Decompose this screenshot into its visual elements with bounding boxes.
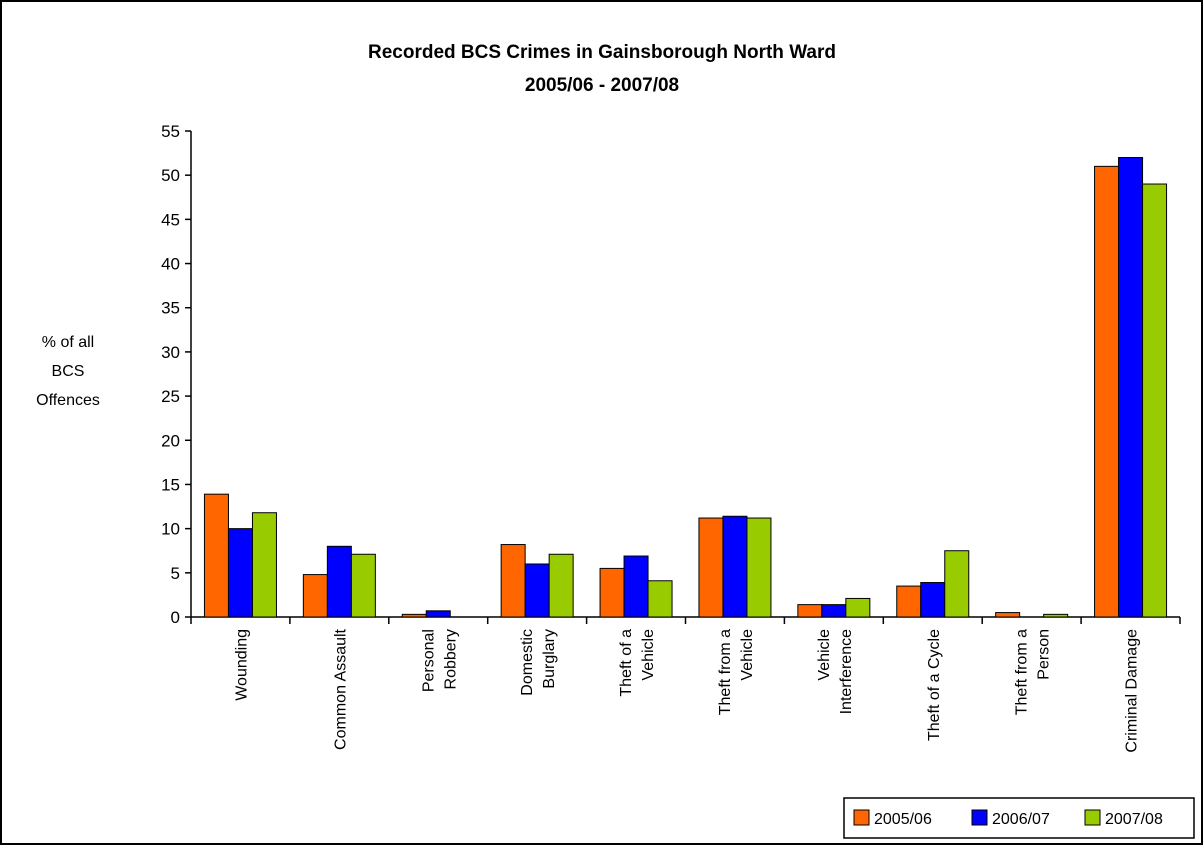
bar-2007-08	[845, 597, 871, 618]
x-category-label-line: Criminal Damage	[1124, 629, 1141, 753]
x-category-label-line: Domestic	[519, 629, 536, 696]
y-tick-label: 45	[161, 210, 180, 229]
x-category-label-line: Person	[1036, 629, 1053, 680]
bar-2007-08	[1043, 613, 1069, 618]
y-tick-label: 30	[161, 343, 180, 362]
x-category-label-line: Personal	[420, 629, 437, 692]
x-category-label-line: Theft from a	[717, 629, 734, 715]
legend-swatch-2007-08	[1084, 809, 1101, 826]
chart-title-line-1: Recorded BCS Crimes in Gainsborough Nort…	[368, 42, 836, 63]
y-axis-title-line: BCS	[52, 363, 85, 380]
x-category-label: Vehicle Interference	[816, 629, 855, 714]
bar-2007-08	[548, 553, 574, 618]
x-category-label-line: Theft of a Cycle	[926, 629, 943, 741]
legend-swatch-2005-06	[853, 809, 870, 826]
y-tick-label: 25	[161, 387, 180, 406]
x-category-label: Common Assault	[332, 628, 349, 749]
bar-2007-08	[251, 512, 277, 618]
legend-swatch-2006-07	[971, 809, 988, 826]
bar-2006-07	[623, 555, 649, 618]
bar-2005-06	[896, 585, 922, 618]
y-tick-label: 0	[171, 608, 180, 627]
bar-2006-07	[524, 563, 550, 618]
bar-2006-07	[1118, 157, 1144, 618]
bar-2005-06	[995, 612, 1021, 618]
y-axis-title-line: % of all	[42, 334, 94, 351]
x-category-label: Theft of a Vehicle	[618, 629, 657, 697]
legend: 2005/06 2006/07 2007/08	[843, 797, 1195, 839]
y-tick-label: 20	[161, 431, 180, 450]
x-category-label-line: Theft of a	[618, 629, 635, 697]
legend-label: 2007/08	[1105, 811, 1163, 828]
x-category-label: Domestic Burglary	[519, 629, 558, 696]
bar-2007-08	[746, 517, 772, 618]
bar-2007-08	[944, 550, 970, 618]
plot-area: 0 5 10 15 20 25 30 35 40 45 50 55 Wounding Common Ass…	[161, 122, 1181, 753]
bar-2007-08	[647, 580, 673, 618]
bar-2006-07	[821, 604, 847, 618]
y-tick-label: 5	[171, 564, 180, 583]
x-category-label-line: Vehicle	[816, 629, 833, 681]
x-category-label: Theft of a Cycle	[926, 629, 943, 741]
x-category-label-line: Robbery	[442, 629, 459, 689]
chart-title-line-2: 2005/06 - 2007/08	[525, 75, 679, 96]
y-tick-label: 55	[161, 122, 180, 141]
x-category-label-line: Wounding	[233, 629, 250, 701]
x-category-label-line: Vehicle	[640, 629, 657, 681]
y-tick-label: 40	[161, 255, 180, 274]
bar-2006-07	[920, 582, 946, 618]
x-category-label-line: Interference	[838, 629, 855, 714]
x-category-label-line: Burglary	[541, 629, 558, 689]
y-tick-label: 50	[161, 166, 180, 185]
y-tick-label: 10	[161, 520, 180, 539]
bar-2005-06	[1094, 165, 1120, 618]
bar-2005-06	[698, 517, 724, 618]
bar-2006-07	[425, 610, 451, 618]
bar-2005-06	[797, 604, 823, 618]
bar-2006-07	[326, 545, 352, 618]
y-axis-title: % of all BCS Offences	[36, 334, 100, 409]
x-category-label-line: Common Assault	[332, 628, 349, 749]
x-category-label: Theft from a Vehicle	[717, 629, 756, 715]
legend-label: 2005/06	[874, 811, 932, 828]
x-category-label-line: Theft from a	[1014, 629, 1031, 715]
legend-label: 2006/07	[992, 811, 1050, 828]
x-category-label-line: Vehicle	[739, 629, 756, 681]
bar-2005-06	[302, 574, 328, 618]
bar-2006-07	[722, 515, 748, 618]
x-category-label: Personal Robbery	[420, 629, 459, 692]
bar-2006-07	[227, 528, 253, 618]
y-tick-label: 35	[161, 299, 180, 318]
bar-2007-08	[1142, 183, 1168, 618]
bar-2005-06	[599, 567, 625, 618]
bar-2005-06	[401, 613, 427, 618]
bar-2007-08	[350, 553, 376, 618]
y-axis-title-line: Offences	[36, 392, 100, 409]
bar-2005-06	[203, 493, 229, 618]
legend-box	[843, 797, 1195, 839]
x-category-label: Criminal Damage	[1124, 629, 1141, 753]
y-tick-label: 15	[161, 475, 180, 494]
x-category-label: Wounding	[233, 629, 250, 701]
bar-2005-06	[500, 544, 526, 618]
x-category-label: Theft from a Person	[1014, 629, 1053, 715]
